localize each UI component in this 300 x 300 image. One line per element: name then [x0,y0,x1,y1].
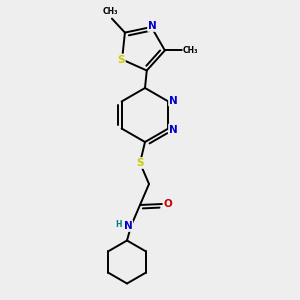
Text: S: S [117,55,125,64]
Text: S: S [136,158,144,168]
Text: N: N [169,124,178,134]
Text: N: N [148,21,157,31]
Text: N: N [169,95,178,106]
Text: CH₃: CH₃ [183,46,199,55]
Text: CH₃: CH₃ [102,7,118,16]
Text: H: H [116,220,122,230]
Text: O: O [164,199,172,209]
Text: N: N [124,221,132,231]
